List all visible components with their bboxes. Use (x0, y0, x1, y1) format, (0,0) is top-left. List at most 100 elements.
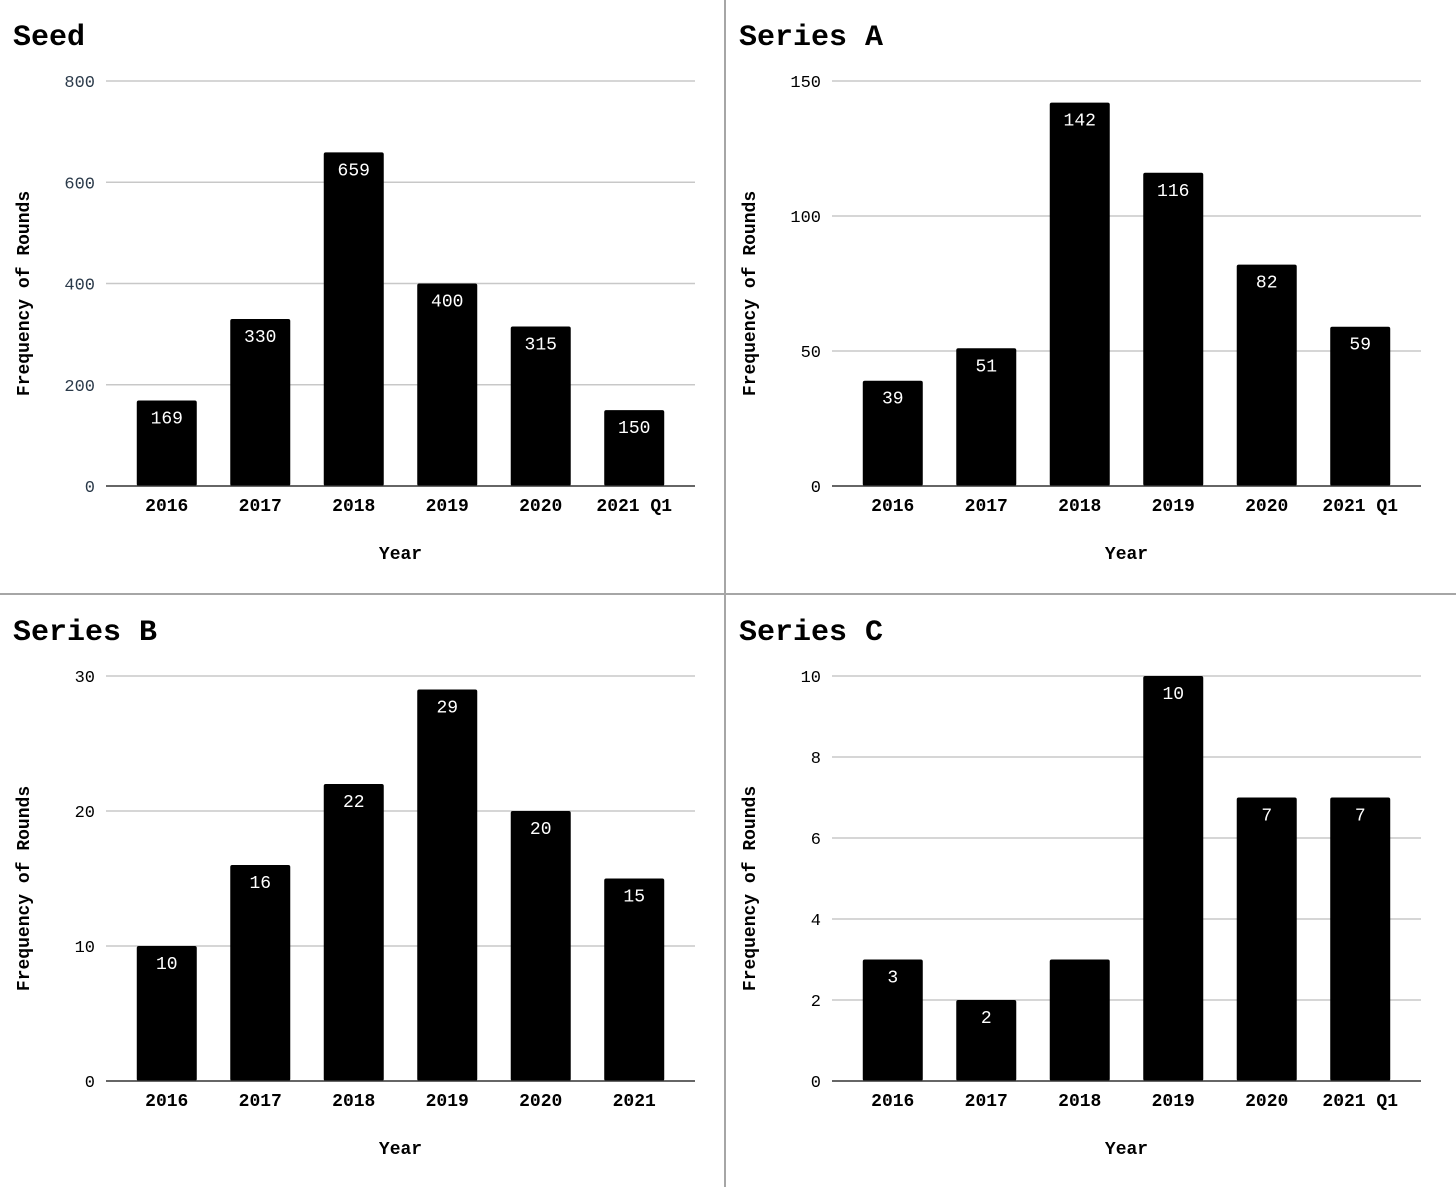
bar-chart-series-a: Series A 0 50 100 150 39 2016 51 2017 142 2018 116 2… (739, 21, 1421, 565)
chart-title: Seed (13, 21, 85, 55)
chart-panel-series-b: Series B 0 10 20 30 10 2016 16 2017 22 2018 29 2019 2… (0, 595, 724, 1188)
data-label: 330 (244, 328, 276, 348)
x-tick-label: 2018 (332, 1092, 375, 1112)
bar-2020 (1236, 797, 1297, 1081)
x-tick-label: 2017 (965, 1092, 1008, 1112)
data-label: 15 (623, 888, 645, 908)
x-tick-label: 2019 (426, 1092, 469, 1112)
x-tick-label: 2016 (145, 497, 188, 517)
bar-2021 (604, 878, 665, 1081)
x-tick-label: 2021 Q1 (596, 497, 672, 517)
x-tick-label: 2018 (332, 497, 375, 517)
horizontal-divider (0, 593, 1456, 595)
x-tick-label: 2016 (145, 1092, 188, 1112)
data-label: 10 (156, 955, 178, 975)
bar-2016 (862, 959, 923, 1081)
x-axis-label: Year (379, 1140, 422, 1160)
y-tick-label: 400 (64, 277, 95, 296)
x-tick-label: 2018 (1058, 1092, 1101, 1112)
bar-2017 (956, 1000, 1017, 1081)
x-tick-label: 2017 (239, 497, 282, 517)
x-tick-label: 2021 Q1 (1322, 497, 1398, 517)
chart-panel-seed: Seed 0 200 400 600 800 169 2016 330 2017 659 2018 40… (0, 0, 724, 593)
bar-2019 (417, 283, 478, 486)
bar-2018 (1049, 959, 1110, 1081)
y-tick-label: 0 (811, 1074, 821, 1093)
y-tick-label: 600 (64, 175, 95, 194)
x-axis-label: Year (1105, 1140, 1148, 1160)
data-label: 16 (249, 874, 271, 894)
data-label: 150 (618, 419, 650, 439)
bar-2016 (136, 946, 197, 1081)
data-label: 7 (1261, 807, 1272, 827)
bar-2019 (417, 689, 478, 1081)
x-tick-label: 2020 (519, 1092, 562, 1112)
bar-2016 (136, 400, 197, 486)
data-label: 169 (151, 409, 183, 429)
bar-chart-seed: Seed 0 200 400 600 800 169 2016 330 2017 659 2018 40… (13, 21, 695, 565)
y-axis-label: Frequency of Rounds (741, 191, 761, 396)
y-tick-label: 4 (811, 912, 821, 931)
bar-2019 (1143, 172, 1204, 487)
x-tick-label: 2020 (519, 497, 562, 517)
x-tick-label: 2016 (871, 497, 914, 517)
bar-2016 (862, 380, 923, 486)
y-tick-label: 800 (64, 74, 95, 93)
y-axis-label: Frequency of Rounds (15, 786, 35, 991)
data-label: 2 (981, 1009, 992, 1029)
y-tick-label: 6 (811, 831, 821, 850)
chart-panel-series-c: Series C 0 2 4 6 8 10 3 2016 2 2017 2018 10 2019 7 2020… (726, 595, 1450, 1188)
y-tick-label: 100 (790, 209, 821, 228)
data-label: 29 (436, 699, 458, 719)
data-label: 142 (1064, 112, 1096, 132)
chart-title: Series B (13, 616, 157, 650)
bar-2018 (323, 784, 384, 1081)
data-label: 22 (343, 793, 365, 813)
x-tick-label: 2021 (613, 1092, 656, 1112)
bar-chart-series-b: Series B 0 10 20 30 10 2016 16 2017 22 2018 29 2019 2… (13, 616, 695, 1160)
y-tick-label: 2 (811, 993, 821, 1012)
x-tick-label: 2019 (1152, 497, 1195, 517)
y-tick-label: 10 (801, 669, 821, 688)
data-label: 51 (975, 357, 997, 377)
chart-title: Series C (739, 616, 883, 650)
bar-2021-q1 (604, 410, 665, 486)
y-tick-label: 200 (64, 378, 95, 397)
data-label: 400 (431, 293, 463, 313)
x-tick-label: 2018 (1058, 497, 1101, 517)
bar-2017 (230, 318, 291, 486)
bar-2017 (956, 348, 1017, 486)
bar-2019 (1143, 676, 1204, 1081)
x-tick-label: 2017 (965, 497, 1008, 517)
y-tick-label: 30 (75, 669, 95, 688)
bar-2018 (1049, 102, 1110, 486)
data-label: 59 (1349, 336, 1371, 356)
data-label: 7 (1355, 807, 1366, 827)
y-tick-label: 8 (811, 750, 821, 769)
x-tick-label: 2020 (1245, 497, 1288, 517)
data-label: 82 (1256, 274, 1278, 294)
chart-panel-series-a: Series A 0 50 100 150 39 2016 51 2017 142 2018 116 2… (726, 0, 1450, 593)
data-label: 315 (525, 336, 557, 356)
x-axis-label: Year (1105, 545, 1148, 565)
data-label: 659 (338, 161, 370, 181)
y-tick-label: 150 (790, 74, 821, 93)
y-tick-label: 0 (85, 479, 95, 498)
y-axis-label: Frequency of Rounds (741, 786, 761, 991)
bar-chart-series-c: Series C 0 2 4 6 8 10 3 2016 2 2017 2018 10 2019 7 2020… (739, 616, 1421, 1160)
bar-2017 (230, 865, 291, 1081)
x-tick-label: 2019 (1152, 1092, 1195, 1112)
x-tick-label: 2020 (1245, 1092, 1288, 1112)
y-tick-label: 0 (811, 479, 821, 498)
y-axis-label: Frequency of Rounds (15, 191, 35, 396)
data-label: 116 (1157, 182, 1189, 202)
x-tick-label: 2017 (239, 1092, 282, 1112)
bar-2021-q1 (1330, 326, 1391, 486)
x-tick-label: 2019 (426, 497, 469, 517)
bar-2018 (323, 152, 384, 486)
y-tick-label: 10 (75, 939, 95, 958)
chart-title: Series A (739, 21, 883, 55)
data-label: 10 (1162, 685, 1184, 705)
bar-2020 (1236, 264, 1297, 486)
